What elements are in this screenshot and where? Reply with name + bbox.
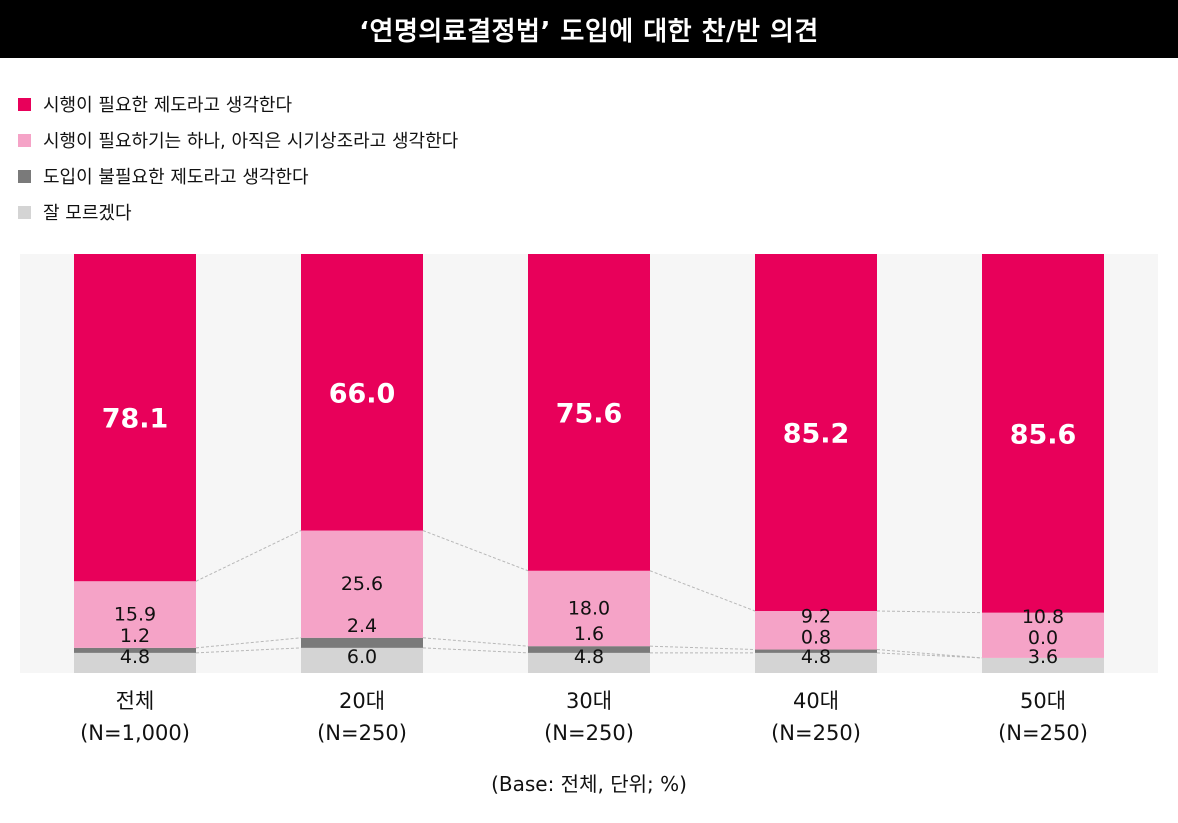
data-label-necessary: 75.6 — [556, 398, 623, 429]
category-sublabel: (N=1,000) — [80, 721, 190, 745]
data-label-unnecessary: 2.4 — [347, 615, 377, 637]
data-label-premature: 18.0 — [568, 597, 610, 619]
category-sublabel: (N=250) — [771, 721, 861, 745]
bar-segment-premature — [982, 612, 1104, 658]
connector-line — [876, 649, 983, 659]
connector-line — [195, 530, 302, 582]
category-label: 30대 — [566, 689, 612, 713]
legend-label-premature: 시행이 필요하기는 하나, 아직은 시기상조라고 생각한다 — [43, 131, 459, 152]
bar-segment-unknown — [982, 657, 1104, 673]
bar-segment-unnecessary — [301, 637, 423, 648]
chart-title: ‘연명의료결정법’ 도입에 대한 찬/반 의견 — [359, 16, 819, 47]
data-label-unknown: 4.8 — [801, 646, 831, 668]
legend-item-unknown: 잘 모르겠다 — [18, 194, 458, 230]
data-label-premature: 15.9 — [114, 604, 156, 626]
connector-line — [195, 647, 302, 654]
category-label: 50대 — [1020, 689, 1066, 713]
legend-item-premature: 시행이 필요하기는 하나, 아직은 시기상조라고 생각한다 — [18, 122, 458, 158]
data-label-necessary: 66.0 — [329, 378, 396, 409]
bar-segment-necessary — [528, 254, 650, 571]
legend-item-unnecessary: 도입이 불필요한 제도라고 생각한다 — [18, 158, 458, 194]
connector-line — [422, 637, 529, 647]
connector-line — [422, 647, 529, 654]
data-label-necessary: 85.2 — [783, 418, 850, 449]
connector-line — [649, 645, 756, 651]
legend-item-necessary: 시행이 필요한 제도라고 생각한다 — [18, 86, 458, 122]
bar-segment-unknown — [755, 652, 877, 673]
connector-line — [876, 652, 983, 659]
bar-segment-necessary — [74, 254, 196, 582]
category-label: 전체 — [116, 689, 155, 713]
category-sublabel: (N=250) — [998, 721, 1088, 745]
bar-segment-necessary — [301, 254, 423, 531]
legend-label-unknown: 잘 모르겠다 — [43, 203, 132, 224]
footnote: (Base: 전체, 단위; %) — [491, 772, 687, 796]
category-label: 40대 — [793, 689, 839, 713]
data-label-necessary: 78.1 — [102, 404, 169, 435]
data-label-unknown: 4.8 — [120, 646, 150, 668]
bar-segment-premature — [301, 530, 423, 638]
bar-segment-premature — [74, 581, 196, 648]
bar-segment-premature — [755, 610, 877, 650]
connector-line — [195, 637, 302, 649]
data-label-necessary: 85.6 — [1010, 419, 1077, 450]
bar-segment-necessary — [982, 254, 1104, 613]
bar-segment-unnecessary — [528, 646, 650, 653]
data-label-unknown: 3.6 — [1028, 646, 1058, 668]
data-label-premature: 9.2 — [801, 606, 831, 628]
connector-line — [649, 570, 756, 612]
legend-swatch-unknown — [18, 205, 31, 219]
legend-label-unnecessary: 도입이 불필요한 제도라고 생각한다 — [43, 167, 309, 188]
data-label-unknown: 6.0 — [347, 646, 377, 668]
data-label-premature: 10.8 — [1022, 606, 1064, 628]
legend: 시행이 필요한 제도라고 생각한다 시행이 필요하기는 하나, 아직은 시기상조… — [18, 86, 458, 230]
connector-line — [876, 610, 983, 614]
connector-line — [422, 530, 529, 572]
category-label: 20대 — [339, 689, 385, 713]
data-label-unknown: 4.8 — [574, 646, 604, 668]
legend-swatch-premature — [18, 133, 31, 147]
bar-segment-unknown — [301, 647, 423, 673]
category-sublabel: (N=250) — [544, 721, 634, 745]
data-label-unnecessary: 1.6 — [574, 623, 604, 645]
bar-segment-unnecessary — [74, 647, 196, 653]
title-bar: ‘연명의료결정법’ 도입에 대한 찬/반 의견 — [0, 0, 1178, 58]
data-label-unnecessary: 0.8 — [801, 627, 831, 649]
data-label-unnecessary: 0.0 — [1028, 627, 1058, 649]
legend-label-necessary: 시행이 필요한 제도라고 생각한다 — [43, 95, 293, 116]
data-label-premature: 25.6 — [341, 573, 383, 595]
data-label-unnecessary: 1.2 — [120, 625, 150, 647]
legend-swatch-unnecessary — [18, 169, 31, 183]
bar-segment-necessary — [755, 254, 877, 611]
bar-segment-unnecessary — [755, 649, 877, 653]
category-sublabel: (N=250) — [317, 721, 407, 745]
legend-swatch-necessary — [18, 97, 31, 111]
bar-segment-premature — [528, 570, 650, 647]
bar-segment-unknown — [74, 652, 196, 673]
bar-segment-unknown — [528, 652, 650, 673]
